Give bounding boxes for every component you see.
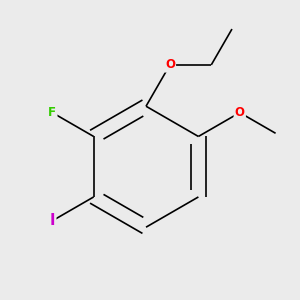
Text: F: F — [48, 106, 56, 119]
Text: O: O — [235, 106, 245, 119]
Text: O: O — [165, 58, 175, 71]
Text: I: I — [50, 213, 55, 228]
